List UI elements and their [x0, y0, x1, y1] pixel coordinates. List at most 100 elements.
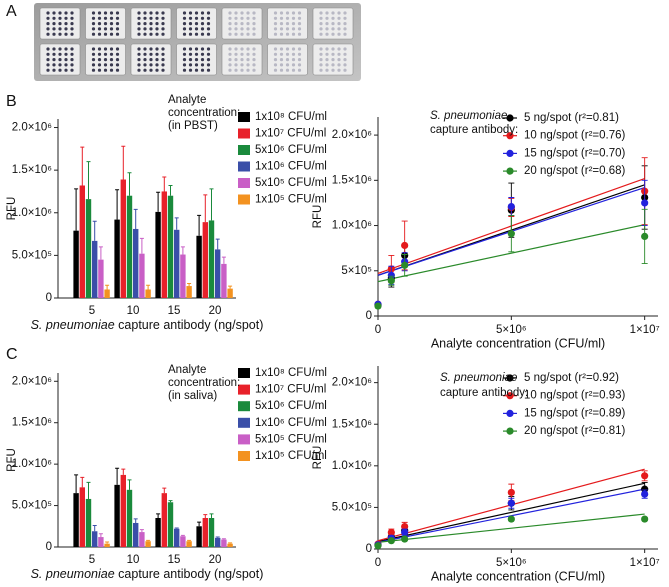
spot — [252, 27, 256, 31]
spot — [252, 52, 256, 56]
spot — [200, 32, 205, 36]
error-bar — [139, 529, 144, 533]
point — [641, 485, 649, 493]
spot — [279, 52, 284, 56]
spot — [64, 11, 68, 15]
y-axis-label: RFU — [312, 446, 324, 470]
spot — [64, 32, 68, 36]
spot — [115, 52, 120, 56]
spot — [252, 47, 256, 51]
bar — [174, 528, 180, 547]
bar — [227, 288, 233, 298]
spot — [64, 63, 68, 67]
spot — [325, 11, 329, 15]
spot — [161, 47, 165, 51]
spot — [52, 63, 56, 67]
x-axis-label: S. pneumoniae capture antibody (ng/spot) — [31, 567, 264, 581]
spot — [200, 22, 205, 26]
bar — [221, 263, 227, 298]
spot — [297, 32, 302, 36]
legend-label: 15 ng/spot (r²=0.89) — [524, 407, 625, 419]
legend-swatch — [238, 384, 250, 395]
spot — [70, 27, 74, 31]
y-tick-label: 0 — [46, 541, 52, 553]
spot — [143, 58, 147, 62]
x-label-part: S. pneumoniae — [31, 318, 115, 332]
spot — [149, 68, 153, 72]
spot — [252, 32, 256, 36]
bar — [145, 541, 151, 547]
spot — [155, 16, 159, 20]
spot — [234, 63, 238, 67]
point — [401, 535, 409, 543]
spot — [103, 11, 108, 15]
spot — [109, 16, 114, 20]
legend-title: capture antibody: — [430, 124, 518, 136]
spot — [319, 58, 323, 62]
error-bar — [146, 284, 151, 290]
spot — [246, 68, 250, 72]
spot — [252, 58, 256, 62]
spot — [143, 27, 147, 31]
spot — [228, 16, 232, 20]
spot — [115, 68, 120, 72]
spot — [97, 58, 102, 62]
spot — [273, 47, 278, 51]
spot — [246, 63, 250, 67]
spot — [149, 32, 153, 36]
spot — [291, 22, 296, 26]
legend-swatch — [238, 451, 250, 461]
spot — [103, 47, 108, 51]
bar — [98, 259, 104, 298]
spot — [319, 52, 323, 56]
bar — [133, 228, 139, 298]
spot — [46, 22, 50, 26]
bar — [98, 537, 104, 547]
spot — [58, 32, 62, 36]
error-bar — [221, 538, 226, 540]
spot — [285, 27, 290, 31]
spot — [319, 32, 323, 36]
spot — [234, 27, 238, 31]
error-bar — [115, 467, 120, 485]
spot — [297, 22, 302, 26]
spot — [52, 52, 56, 56]
bar — [202, 222, 208, 298]
error-bar — [203, 514, 208, 518]
spot — [343, 11, 347, 15]
spot — [52, 47, 56, 51]
legend-label: 10 ng/spot (r²=0.93) — [524, 390, 625, 402]
spot — [228, 22, 232, 26]
spot — [182, 63, 187, 67]
error-bar — [92, 220, 97, 241]
bar — [208, 518, 215, 547]
error-bar — [162, 487, 167, 494]
error-bar — [197, 214, 202, 236]
spot — [285, 58, 290, 62]
legend-marker — [506, 427, 514, 435]
spot — [200, 63, 205, 67]
spot — [115, 32, 120, 36]
spot — [206, 58, 211, 62]
y-tick-label: 2.0×10⁶ — [12, 122, 52, 134]
legend-swatch — [238, 178, 250, 188]
spot — [273, 58, 278, 62]
error-bar — [105, 284, 110, 290]
bar — [145, 289, 151, 298]
spot — [291, 16, 296, 20]
spot — [182, 68, 187, 72]
legend-swatch — [238, 417, 250, 428]
spot — [240, 68, 244, 72]
spot — [115, 27, 120, 31]
spot — [194, 27, 199, 31]
fit-line — [377, 513, 645, 543]
point — [641, 490, 649, 498]
legend-label: 1x10⁷ CFU/ml — [255, 128, 326, 140]
spot — [188, 68, 193, 72]
bar — [186, 541, 192, 547]
spot — [155, 52, 159, 56]
spot — [109, 32, 114, 36]
point — [387, 271, 395, 279]
spot — [64, 16, 68, 20]
